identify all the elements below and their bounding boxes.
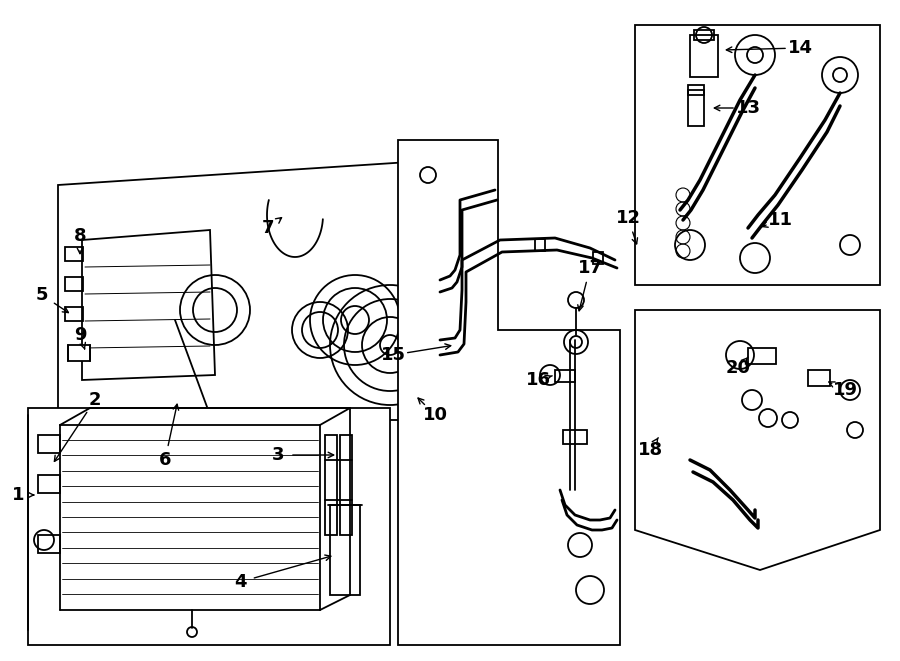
Text: 1: 1 — [12, 486, 24, 504]
Text: 16: 16 — [526, 371, 551, 389]
Polygon shape — [635, 310, 880, 570]
Bar — [68, 345, 90, 361]
Bar — [38, 535, 60, 553]
Text: 12: 12 — [616, 209, 641, 227]
Text: 4: 4 — [234, 573, 247, 591]
Text: 11: 11 — [768, 211, 793, 229]
Bar — [748, 348, 776, 364]
Bar — [65, 277, 83, 291]
Polygon shape — [58, 160, 440, 420]
Bar — [690, 35, 718, 77]
Polygon shape — [635, 25, 880, 285]
Text: 6: 6 — [158, 451, 171, 469]
Bar — [38, 435, 60, 453]
Text: 5: 5 — [36, 286, 49, 304]
Text: 9: 9 — [74, 326, 86, 344]
Bar — [65, 247, 83, 261]
Bar — [340, 435, 352, 535]
Text: 20: 20 — [725, 359, 751, 377]
Polygon shape — [28, 408, 390, 645]
Text: 19: 19 — [832, 381, 858, 399]
Bar — [593, 252, 603, 264]
Bar — [38, 475, 60, 493]
Text: 15: 15 — [381, 346, 406, 364]
Text: 13: 13 — [735, 99, 760, 117]
Bar — [808, 370, 830, 386]
Text: 7: 7 — [262, 219, 274, 237]
Text: 18: 18 — [637, 441, 662, 459]
Text: 14: 14 — [788, 39, 813, 57]
Text: 2: 2 — [89, 391, 101, 409]
Text: 17: 17 — [578, 259, 602, 277]
Bar — [688, 90, 704, 126]
Text: 8: 8 — [74, 227, 86, 245]
Bar — [65, 307, 83, 321]
Bar — [325, 435, 337, 535]
Bar — [330, 505, 360, 595]
Bar — [555, 370, 575, 382]
Bar — [563, 430, 587, 444]
Text: 10: 10 — [422, 406, 447, 424]
Bar — [535, 239, 545, 251]
Bar — [688, 85, 704, 95]
Polygon shape — [398, 140, 620, 645]
Text: 3: 3 — [272, 446, 284, 464]
Bar — [694, 30, 714, 40]
Polygon shape — [82, 230, 215, 380]
